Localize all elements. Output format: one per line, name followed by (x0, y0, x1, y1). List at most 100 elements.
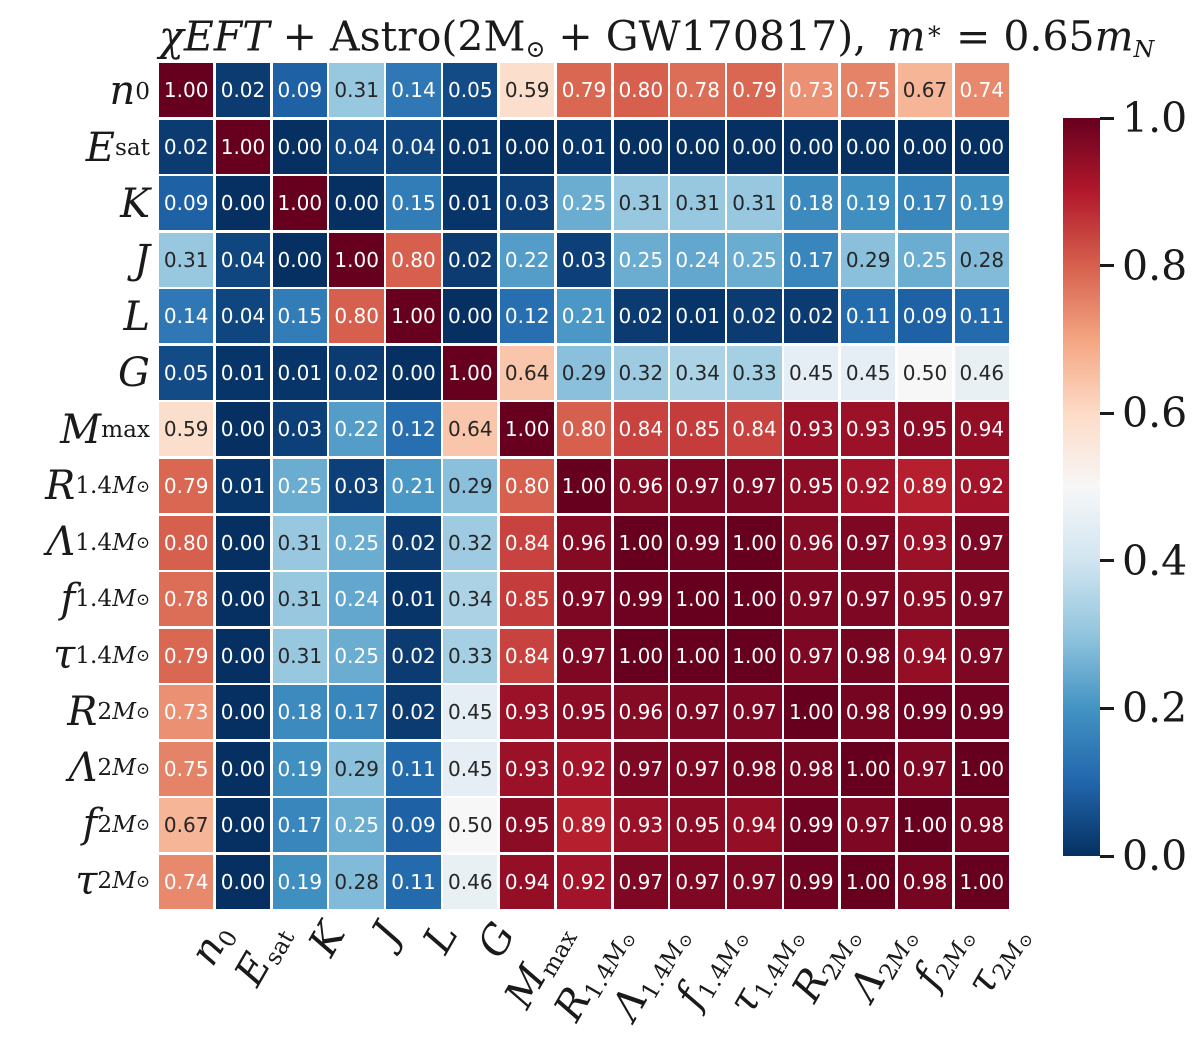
heatmap-cell: 1.00 (897, 798, 953, 853)
heatmap-cell: 0.03 (272, 402, 327, 457)
heatmap-cell: 0.00 (215, 572, 271, 627)
heatmap-cell: 0.14 (159, 289, 214, 344)
text-segment: f (60, 575, 76, 622)
heatmap-cell: 0.64 (443, 402, 498, 457)
heatmap-cell: 0.93 (840, 402, 896, 457)
heatmap-cell: 1.00 (727, 628, 782, 683)
heatmap-cell: 0.95 (556, 685, 612, 740)
heatmap-cell: 0.21 (556, 289, 612, 344)
heatmap-cell: 0.17 (784, 232, 839, 287)
heatmap-cell: 0.31 (329, 63, 384, 118)
text-segment: ⊙ (135, 532, 150, 553)
text-segment: M (112, 528, 136, 556)
heatmap-cell: 0.24 (329, 572, 384, 627)
heatmap-cell: 0.80 (556, 402, 612, 457)
y-axis-label: G (0, 345, 150, 401)
heatmap-cell: 0.92 (556, 741, 612, 796)
heatmap-cell: 0.97 (840, 798, 896, 853)
y-axis-label: R 2 M ⊙ (0, 683, 150, 739)
heatmap-cell: 0.17 (272, 798, 327, 853)
heatmap-cell: 0.04 (215, 232, 271, 287)
heatmap-cell: 0.97 (954, 515, 1009, 570)
y-axis-label: f 2 M ⊙ (0, 796, 150, 852)
heatmap-cell: 0.25 (897, 232, 953, 287)
heatmap-cell: 0.80 (329, 289, 384, 344)
text-segment: + Astro(2M (269, 12, 526, 61)
heatmap-cell: 1.00 (386, 289, 441, 344)
heatmap-cell: 0.01 (272, 345, 327, 400)
heatmap-cell: 0.17 (897, 176, 953, 231)
text-segment: 2 (97, 867, 113, 895)
heatmap-cell: 0.96 (784, 515, 839, 570)
heatmap-cell: 0.31 (272, 572, 327, 627)
heatmap-cell: 0.98 (954, 798, 1009, 853)
heatmap-cell: 0.00 (215, 628, 271, 683)
heatmap-cell: 0.96 (613, 685, 668, 740)
colorbar-tick-mark (1100, 264, 1114, 268)
heatmap-cell: 0.97 (784, 628, 839, 683)
text-segment: J (133, 237, 150, 284)
heatmap-cell: 0.03 (499, 176, 555, 231)
heatmap-cell: 0.34 (670, 345, 725, 400)
y-axis-label: L (0, 289, 150, 345)
heatmap-cell: 0.04 (386, 119, 441, 174)
heatmap-cell: 0.75 (159, 741, 214, 796)
heatmap-cell: 0.79 (727, 63, 782, 118)
heatmap-cell: 0.67 (897, 63, 953, 118)
heatmap-cell: 0.11 (954, 289, 1009, 344)
heatmap-cell: 0.99 (613, 572, 668, 627)
heatmap-cell: 0.25 (727, 232, 782, 287)
colorbar-tick-mark (1100, 116, 1114, 120)
heatmap-cell: 0.00 (784, 119, 839, 174)
heatmap-cell: 0.98 (840, 685, 896, 740)
heatmap-cell: 1.00 (613, 515, 668, 570)
heatmap-cell: 0.15 (272, 289, 327, 344)
heatmap-cell: 0.25 (329, 515, 384, 570)
heatmap-cell: 0.80 (159, 515, 214, 570)
heatmap-cell: 0.25 (329, 798, 384, 853)
heatmap-cell: 0.14 (386, 63, 441, 118)
text-segment: χEFT (159, 12, 270, 61)
text-segment: ⊙ (525, 35, 546, 64)
heatmap-cell: 0.31 (272, 628, 327, 683)
heatmap-cell: 0.03 (556, 232, 612, 287)
heatmap-cell: 0.97 (897, 741, 953, 796)
text-segment: 2 (97, 810, 113, 838)
heatmap-cell: 0.45 (443, 685, 498, 740)
text-segment: M (112, 754, 136, 782)
heatmap-cell: 0.67 (159, 798, 214, 853)
text-segment: 2 (97, 698, 113, 726)
heatmap-cell: 0.31 (670, 176, 725, 231)
heatmap-cell: 0.73 (159, 685, 214, 740)
heatmap-cell: 0.00 (897, 119, 953, 174)
heatmap-cell: 0.01 (670, 289, 725, 344)
text-segment: sat (114, 134, 150, 162)
heatmap-cell: 0.00 (954, 119, 1009, 174)
text-segment: R (67, 688, 98, 735)
text-segment: ⊙ (135, 645, 150, 666)
heatmap-cell: 0.98 (727, 741, 782, 796)
heatmap-cell: 1.00 (329, 232, 384, 287)
heatmap-cell: 0.00 (727, 119, 782, 174)
heatmap-cell: 0.00 (272, 119, 327, 174)
heatmap-cell: 0.29 (840, 232, 896, 287)
heatmap-cell: 0.19 (272, 741, 327, 796)
text-segment: 1.4 (75, 472, 113, 500)
heatmap-cell: 0.74 (954, 63, 1009, 118)
heatmap-cell: 0.92 (840, 458, 896, 514)
text-segment: L (414, 915, 468, 962)
text-segment: τ (53, 632, 76, 679)
heatmap-cell: 1.00 (840, 854, 896, 909)
y-axis-label: τ 1.4 M ⊙ (0, 627, 150, 683)
text-segment: 1.4 (75, 641, 113, 669)
heatmap-cell: 0.33 (727, 345, 782, 400)
x-axis-label-text: Esat (226, 915, 300, 995)
heatmap-cell: 0.31 (159, 232, 214, 287)
heatmap-cell: 0.01 (443, 176, 498, 231)
heatmap-cell: 0.97 (613, 741, 668, 796)
heatmap-cell: 0.97 (840, 515, 896, 570)
